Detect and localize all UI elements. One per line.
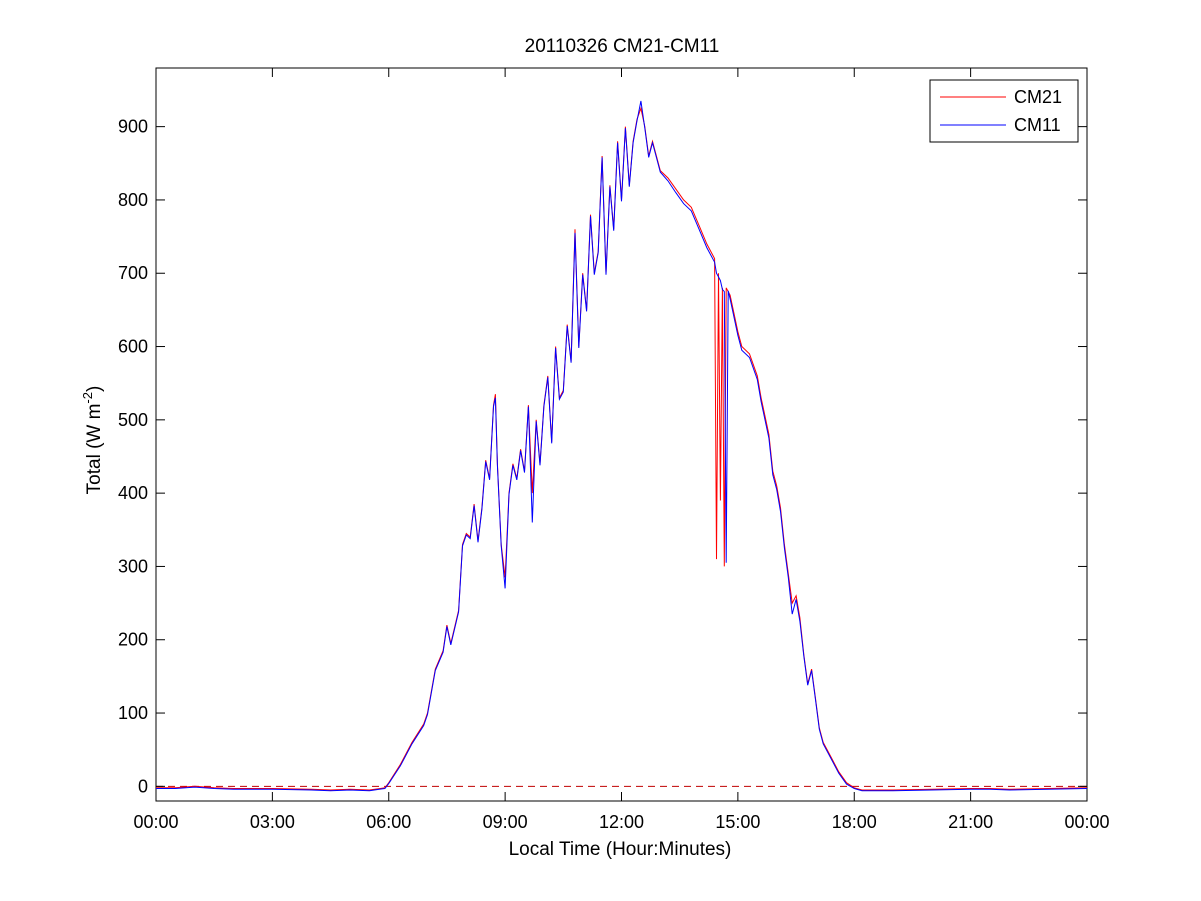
y-tick-label: 100 — [118, 703, 148, 723]
y-tick-label: 400 — [118, 483, 148, 503]
y-tick-label: 0 — [138, 776, 148, 796]
y-axis-label-exponent: -2 — [80, 392, 95, 404]
x-tick-label: 06:00 — [366, 812, 411, 832]
y-axis-label-prefix: Total (W m — [84, 404, 105, 495]
y-tick-label: 900 — [118, 117, 148, 137]
x-tick-label: 00:00 — [1064, 812, 1109, 832]
y-tick-label: 500 — [118, 410, 148, 430]
x-tick-label: 12:00 — [599, 812, 644, 832]
plot-area: 00:00 03:00 06:00 09:00 12:00 15:00 18:00 21:00… — [118, 67, 1110, 832]
y-tick-label: 800 — [118, 190, 148, 210]
y-axis-label-suffix: ) — [84, 386, 105, 392]
legend-label-cm11: CM11 — [1014, 115, 1061, 135]
x-axis-label: Local Time (Hour:Minutes) — [509, 839, 732, 860]
y-tick-label: 300 — [118, 556, 148, 576]
y-tick-label: 600 — [118, 337, 148, 357]
plot-frame — [155, 67, 1088, 802]
x-tick-label: 09:00 — [483, 812, 528, 832]
series-line-cm11 — [156, 100, 1088, 792]
legend-box — [929, 79, 1079, 143]
x-tick-label: 03:00 — [250, 812, 295, 832]
chart-title: 20110326 CM21-CM11 — [525, 36, 720, 57]
y-tick-label: 700 — [118, 263, 148, 283]
y-axis-label: Total (W m-2) — [80, 386, 105, 495]
legend: CM21 CM11 — [929, 79, 1079, 143]
x-tick-label: 18:00 — [832, 812, 877, 832]
x-tick-label: 15:00 — [715, 812, 760, 832]
tick-layer: 00:00 03:00 06:00 09:00 12:00 15:00 18:00 21:00… — [118, 68, 1110, 832]
legend-label-cm21: CM21 — [1014, 87, 1062, 107]
x-tick-label: 21:00 — [948, 812, 993, 832]
series-line-cm21 — [156, 106, 1088, 791]
series-layer — [156, 100, 1088, 792]
x-tick-label: 00:00 — [133, 812, 178, 832]
y-tick-label: 200 — [118, 630, 148, 650]
